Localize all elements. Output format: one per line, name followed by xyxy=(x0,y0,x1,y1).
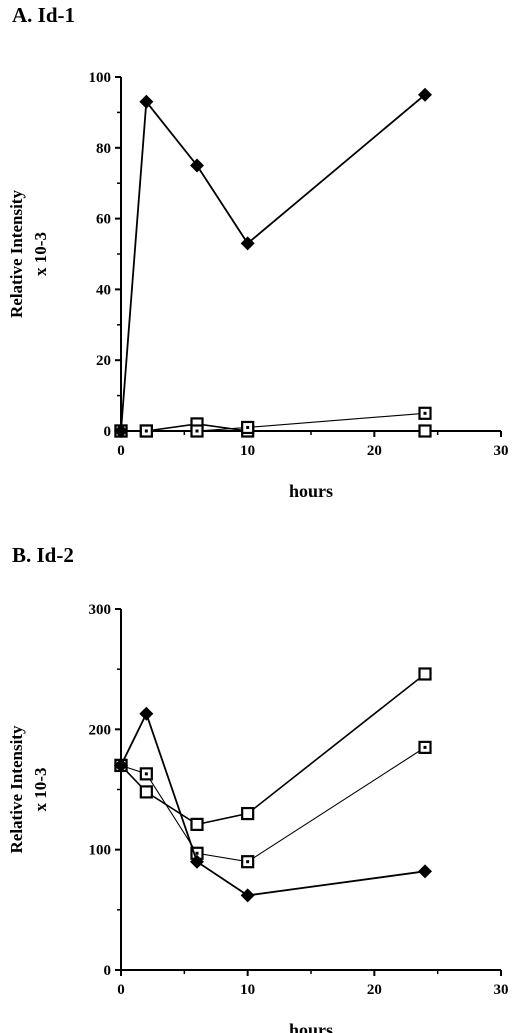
y-axis-label-unit: x 10-3 xyxy=(31,768,50,812)
data-point-square-dot xyxy=(246,425,250,429)
panel-title: A. Id-1 xyxy=(12,3,76,27)
y-axis-label: Relative Intensity xyxy=(7,725,26,853)
x-axis-label: hours xyxy=(289,481,333,501)
data-point-diamond xyxy=(240,236,255,251)
y-tick-label: 20 xyxy=(96,353,111,369)
x-tick-label: 30 xyxy=(494,443,509,459)
data-point-diamond xyxy=(139,706,154,721)
data-point-diamond xyxy=(190,158,204,173)
y-tick-label: 200 xyxy=(89,722,112,738)
chart-b: 0 100 200 300 0 10 20 30 Relative Intensity x 10-… xyxy=(7,602,509,1033)
y-tick-label: 100 xyxy=(89,843,112,859)
data-point-square xyxy=(190,817,204,831)
data-point-square-dot xyxy=(423,745,427,749)
x-axis-label: hours xyxy=(289,1020,333,1033)
x-tick-label: 0 xyxy=(117,982,125,998)
data-point-square-dot xyxy=(423,411,427,415)
chart-panel-a: A. Id-1 0 20 40 60 80 100 0 10 20 30 Relative Inte… xyxy=(7,3,509,501)
y-axis-label: Relative Intensity xyxy=(7,190,26,318)
y-tick-label: 100 xyxy=(89,70,112,86)
x-tick-label: 20 xyxy=(367,443,382,459)
x-tick-label: 20 xyxy=(367,982,382,998)
data-point-square-dot xyxy=(195,429,199,433)
data-point-diamond xyxy=(190,854,204,869)
x-tick-label: 10 xyxy=(240,443,255,459)
data-point-square-dot xyxy=(144,429,148,433)
data-point-diamond xyxy=(418,87,432,102)
data-point-diamond xyxy=(114,424,128,438)
data-point-diamond xyxy=(240,888,255,903)
chart-panel-b: B. Id-2 0 100 200 300 0 10 20 30 Relative Intens… xyxy=(0,520,520,1033)
data-point-square xyxy=(418,424,432,438)
panel-title: B. Id-2 xyxy=(12,543,74,567)
chart-a: 0 20 40 60 80 100 0 10 20 30 Relative Intensity x 1… xyxy=(7,70,509,501)
x-tick-label: 0 xyxy=(117,443,125,459)
data-point-square-dot xyxy=(144,772,148,776)
x-tick-label: 30 xyxy=(494,982,509,998)
data-point-square xyxy=(241,806,255,821)
y-tick-label: 60 xyxy=(96,212,111,228)
y-tick-label: 0 xyxy=(104,963,112,979)
series-line xyxy=(120,673,426,826)
series-line xyxy=(120,94,426,432)
data-point-square xyxy=(139,785,153,799)
y-tick-label: 300 xyxy=(89,602,112,618)
data-point-square-dot xyxy=(246,860,250,864)
data-point-diamond xyxy=(418,864,432,879)
y-axis-label-unit: x 10-3 xyxy=(31,232,50,276)
y-tick-label: 80 xyxy=(96,141,111,157)
y-tick-label: 40 xyxy=(96,282,111,298)
y-tick-label: 0 xyxy=(104,424,112,440)
x-tick-label: 10 xyxy=(240,982,255,998)
data-point-square xyxy=(418,667,432,681)
data-point-square-dot xyxy=(195,851,199,855)
data-point-diamond xyxy=(114,758,128,773)
data-point-diamond xyxy=(139,94,154,109)
